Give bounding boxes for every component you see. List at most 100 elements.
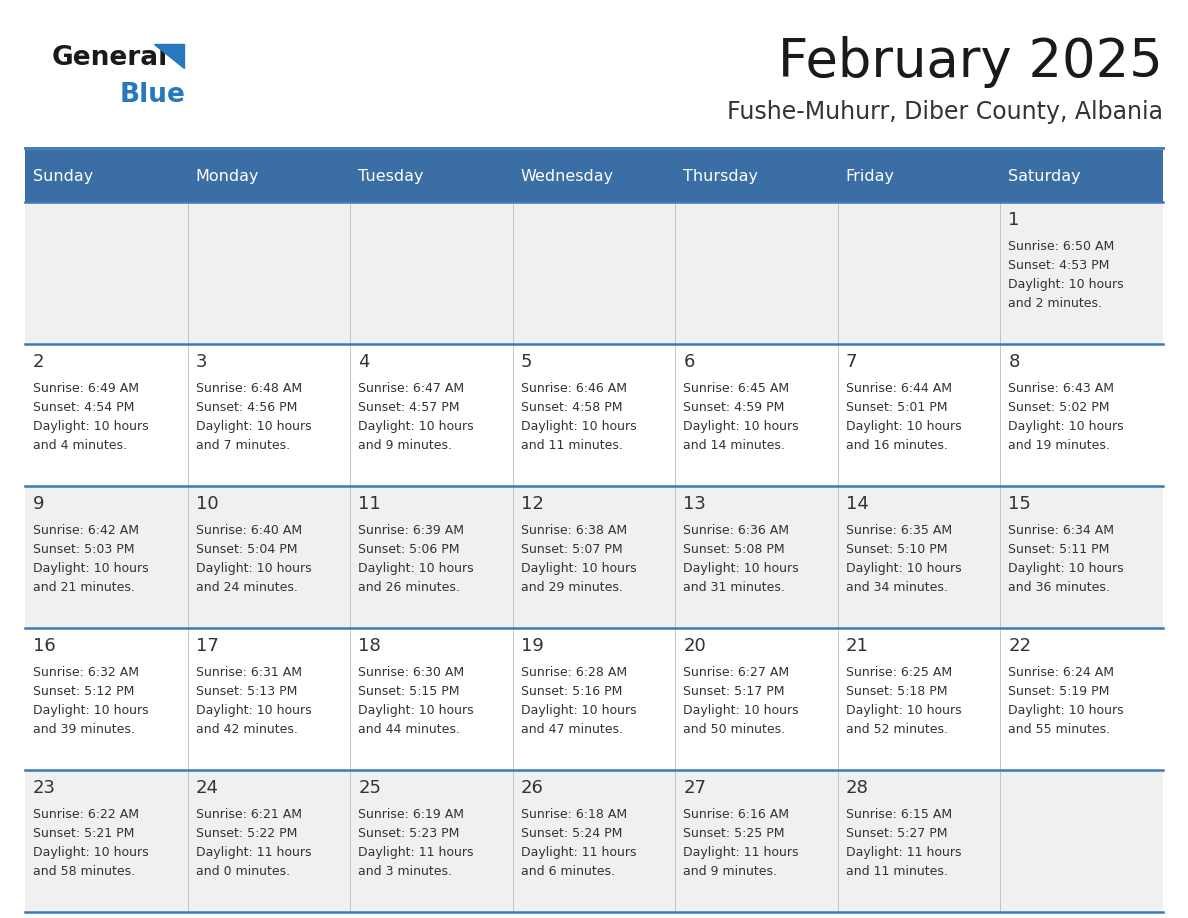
Text: and 16 minutes.: and 16 minutes.	[846, 439, 948, 452]
Text: Daylight: 10 hours: Daylight: 10 hours	[33, 562, 148, 575]
Text: Daylight: 10 hours: Daylight: 10 hours	[33, 846, 148, 859]
Text: and 39 minutes.: and 39 minutes.	[33, 723, 135, 736]
Text: Daylight: 10 hours: Daylight: 10 hours	[846, 704, 961, 717]
Text: Daylight: 10 hours: Daylight: 10 hours	[1009, 704, 1124, 717]
Text: Sunrise: 6:46 AM: Sunrise: 6:46 AM	[520, 382, 627, 395]
Text: Daylight: 11 hours: Daylight: 11 hours	[196, 846, 311, 859]
Text: 5: 5	[520, 353, 532, 371]
Bar	[25, 202, 1163, 344]
Text: Sunrise: 6:34 AM: Sunrise: 6:34 AM	[1009, 524, 1114, 537]
Text: Fushe-Muhurr, Diber County, Albania: Fushe-Muhurr, Diber County, Albania	[727, 100, 1163, 124]
Text: Daylight: 10 hours: Daylight: 10 hours	[1009, 420, 1124, 433]
Text: Daylight: 10 hours: Daylight: 10 hours	[846, 562, 961, 575]
Text: and 9 minutes.: and 9 minutes.	[683, 865, 777, 878]
Text: Sunset: 4:59 PM: Sunset: 4:59 PM	[683, 401, 784, 414]
Text: Daylight: 10 hours: Daylight: 10 hours	[358, 704, 474, 717]
Text: Sunset: 4:54 PM: Sunset: 4:54 PM	[33, 401, 134, 414]
Text: and 24 minutes.: and 24 minutes.	[196, 581, 297, 594]
Text: and 52 minutes.: and 52 minutes.	[846, 723, 948, 736]
Text: Daylight: 10 hours: Daylight: 10 hours	[683, 704, 798, 717]
Text: Daylight: 10 hours: Daylight: 10 hours	[33, 420, 148, 433]
Text: Sunrise: 6:39 AM: Sunrise: 6:39 AM	[358, 524, 465, 537]
Text: and 4 minutes.: and 4 minutes.	[33, 439, 127, 452]
Text: Daylight: 11 hours: Daylight: 11 hours	[358, 846, 474, 859]
Text: and 55 minutes.: and 55 minutes.	[1009, 723, 1111, 736]
Text: Sunrise: 6:35 AM: Sunrise: 6:35 AM	[846, 524, 952, 537]
Text: Daylight: 10 hours: Daylight: 10 hours	[520, 704, 637, 717]
Text: Daylight: 10 hours: Daylight: 10 hours	[520, 420, 637, 433]
Text: Daylight: 11 hours: Daylight: 11 hours	[683, 846, 798, 859]
Text: Daylight: 11 hours: Daylight: 11 hours	[846, 846, 961, 859]
Bar	[25, 344, 1163, 486]
Bar	[675, 150, 838, 202]
Bar	[25, 150, 188, 202]
Text: 21: 21	[846, 637, 868, 655]
Text: Sunrise: 6:24 AM: Sunrise: 6:24 AM	[1009, 666, 1114, 679]
Text: 15: 15	[1009, 495, 1031, 513]
Text: Sunrise: 6:28 AM: Sunrise: 6:28 AM	[520, 666, 627, 679]
Text: Sunset: 5:17 PM: Sunset: 5:17 PM	[683, 685, 785, 698]
Text: Sunset: 5:23 PM: Sunset: 5:23 PM	[358, 827, 460, 840]
Text: 27: 27	[683, 779, 707, 797]
Text: and 0 minutes.: and 0 minutes.	[196, 865, 290, 878]
Text: Monday: Monday	[196, 169, 259, 184]
Text: 4: 4	[358, 353, 369, 371]
Text: 16: 16	[33, 637, 56, 655]
Text: and 11 minutes.: and 11 minutes.	[520, 439, 623, 452]
Text: Sunset: 5:13 PM: Sunset: 5:13 PM	[196, 685, 297, 698]
Text: Daylight: 10 hours: Daylight: 10 hours	[196, 420, 311, 433]
Text: Sunset: 5:18 PM: Sunset: 5:18 PM	[846, 685, 947, 698]
Text: Sunset: 5:19 PM: Sunset: 5:19 PM	[1009, 685, 1110, 698]
Text: Wednesday: Wednesday	[520, 169, 614, 184]
Text: Sunset: 4:53 PM: Sunset: 4:53 PM	[1009, 259, 1110, 272]
Text: General: General	[52, 45, 169, 71]
Text: and 29 minutes.: and 29 minutes.	[520, 581, 623, 594]
Text: and 44 minutes.: and 44 minutes.	[358, 723, 460, 736]
Text: Sunrise: 6:40 AM: Sunrise: 6:40 AM	[196, 524, 302, 537]
Text: Sunset: 5:01 PM: Sunset: 5:01 PM	[846, 401, 947, 414]
Text: Sunrise: 6:48 AM: Sunrise: 6:48 AM	[196, 382, 302, 395]
Text: 9: 9	[33, 495, 44, 513]
Text: Daylight: 10 hours: Daylight: 10 hours	[196, 704, 311, 717]
Text: Sunrise: 6:38 AM: Sunrise: 6:38 AM	[520, 524, 627, 537]
Text: 7: 7	[846, 353, 858, 371]
Text: Sunrise: 6:50 AM: Sunrise: 6:50 AM	[1009, 240, 1114, 253]
Text: 23: 23	[33, 779, 56, 797]
Text: Saturday: Saturday	[1009, 169, 1081, 184]
Text: Sunset: 5:03 PM: Sunset: 5:03 PM	[33, 543, 134, 556]
Text: Sunrise: 6:32 AM: Sunrise: 6:32 AM	[33, 666, 139, 679]
Text: Sunrise: 6:25 AM: Sunrise: 6:25 AM	[846, 666, 952, 679]
Bar	[25, 628, 1163, 770]
Text: and 9 minutes.: and 9 minutes.	[358, 439, 453, 452]
Text: Sunset: 5:16 PM: Sunset: 5:16 PM	[520, 685, 623, 698]
Text: 8: 8	[1009, 353, 1019, 371]
Text: 13: 13	[683, 495, 706, 513]
Text: Sunset: 4:58 PM: Sunset: 4:58 PM	[520, 401, 623, 414]
Text: February 2025: February 2025	[778, 36, 1163, 88]
Text: 2: 2	[33, 353, 44, 371]
Text: 10: 10	[196, 495, 219, 513]
Text: and 47 minutes.: and 47 minutes.	[520, 723, 623, 736]
Text: Sunset: 5:06 PM: Sunset: 5:06 PM	[358, 543, 460, 556]
Text: and 2 minutes.: and 2 minutes.	[1009, 297, 1102, 310]
Text: Sunset: 5:07 PM: Sunset: 5:07 PM	[520, 543, 623, 556]
Text: Sunset: 5:22 PM: Sunset: 5:22 PM	[196, 827, 297, 840]
Text: 28: 28	[846, 779, 868, 797]
Text: and 14 minutes.: and 14 minutes.	[683, 439, 785, 452]
Text: Sunrise: 6:49 AM: Sunrise: 6:49 AM	[33, 382, 139, 395]
Text: Sunrise: 6:31 AM: Sunrise: 6:31 AM	[196, 666, 302, 679]
Text: Sunset: 5:11 PM: Sunset: 5:11 PM	[1009, 543, 1110, 556]
Bar	[188, 150, 350, 202]
Text: and 6 minutes.: and 6 minutes.	[520, 865, 614, 878]
Text: Sunset: 5:04 PM: Sunset: 5:04 PM	[196, 543, 297, 556]
Bar	[513, 150, 675, 202]
Text: and 36 minutes.: and 36 minutes.	[1009, 581, 1111, 594]
Text: Daylight: 10 hours: Daylight: 10 hours	[358, 562, 474, 575]
Text: Daylight: 10 hours: Daylight: 10 hours	[196, 562, 311, 575]
Text: 17: 17	[196, 637, 219, 655]
Text: 22: 22	[1009, 637, 1031, 655]
Text: Daylight: 10 hours: Daylight: 10 hours	[1009, 562, 1124, 575]
Text: Sunset: 5:25 PM: Sunset: 5:25 PM	[683, 827, 785, 840]
Text: Sunday: Sunday	[33, 169, 93, 184]
Text: and 34 minutes.: and 34 minutes.	[846, 581, 948, 594]
